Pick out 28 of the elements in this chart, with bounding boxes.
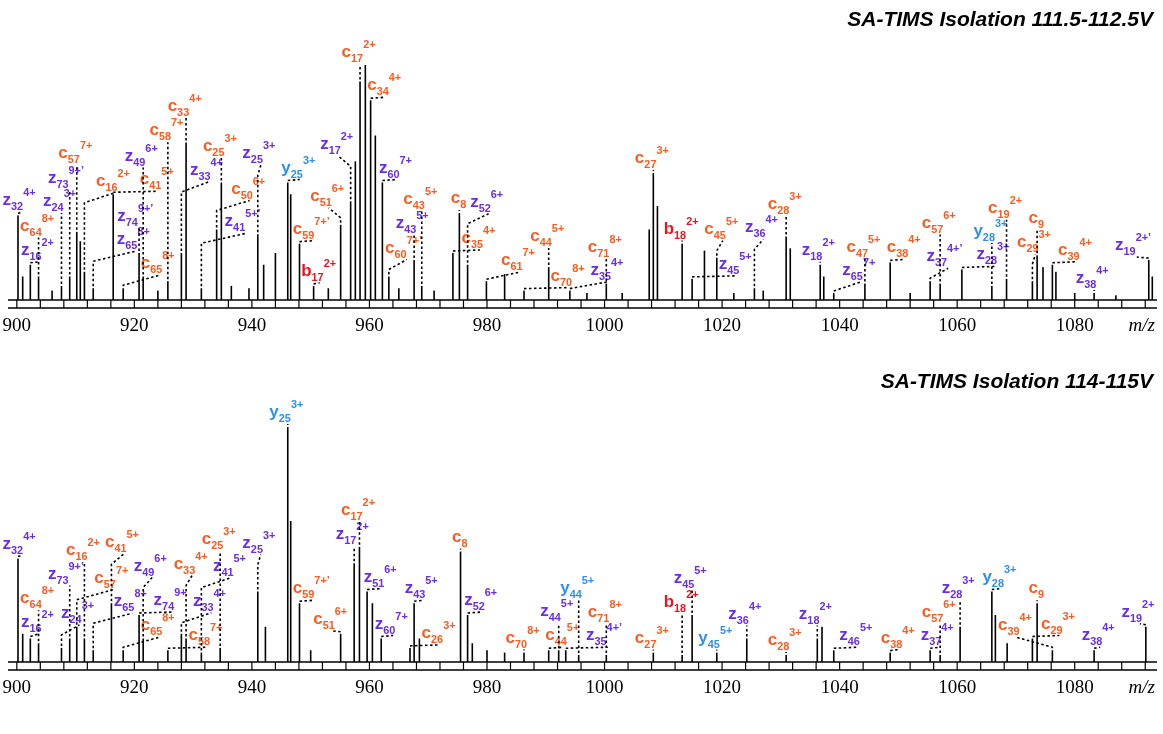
x-tick-label: 1060 <box>938 314 977 335</box>
x-tick-label: 1040 <box>820 314 859 335</box>
chart-title: SA-TIMS Isolation 111.5-112.5V <box>847 7 1155 30</box>
x-tick-label: 1040 <box>820 676 859 697</box>
annotation: c$_{9}$ <box>1028 208 1045 231</box>
x-tick-label: 960 <box>355 314 384 335</box>
x-tick-label: 1020 <box>703 676 742 697</box>
x-tick-label: 940 <box>237 314 267 335</box>
x-tick-label: 1080 <box>1055 314 1094 335</box>
annotation: c$_{9}$ <box>1028 578 1045 601</box>
annotation: c$_{8}$ <box>450 188 467 211</box>
x-tick-label: 960 <box>355 676 384 697</box>
x-axis-title: m/z <box>1128 676 1156 697</box>
x-tick-label: 1060 <box>938 676 977 697</box>
x-tick-label: 940 <box>237 676 267 697</box>
x-tick-label: 920 <box>120 676 149 697</box>
x-tick-label: 1020 <box>703 314 742 335</box>
x-tick-label: 920 <box>120 314 149 335</box>
x-axis-title: m/z <box>1128 314 1156 335</box>
x-tick-label: 900 <box>2 314 32 335</box>
x-tick-label: 980 <box>472 676 502 697</box>
x-tick-label: 1000 <box>585 314 624 335</box>
x-tick-label: 900 <box>2 676 32 697</box>
annotation: c$_{8}$ <box>452 526 468 549</box>
x-tick-label: 1000 <box>585 676 624 697</box>
x-tick-label: 1080 <box>1055 676 1094 697</box>
chart-title: SA-TIMS Isolation 114-115V <box>880 369 1155 392</box>
x-tick-label: 980 <box>472 314 502 335</box>
